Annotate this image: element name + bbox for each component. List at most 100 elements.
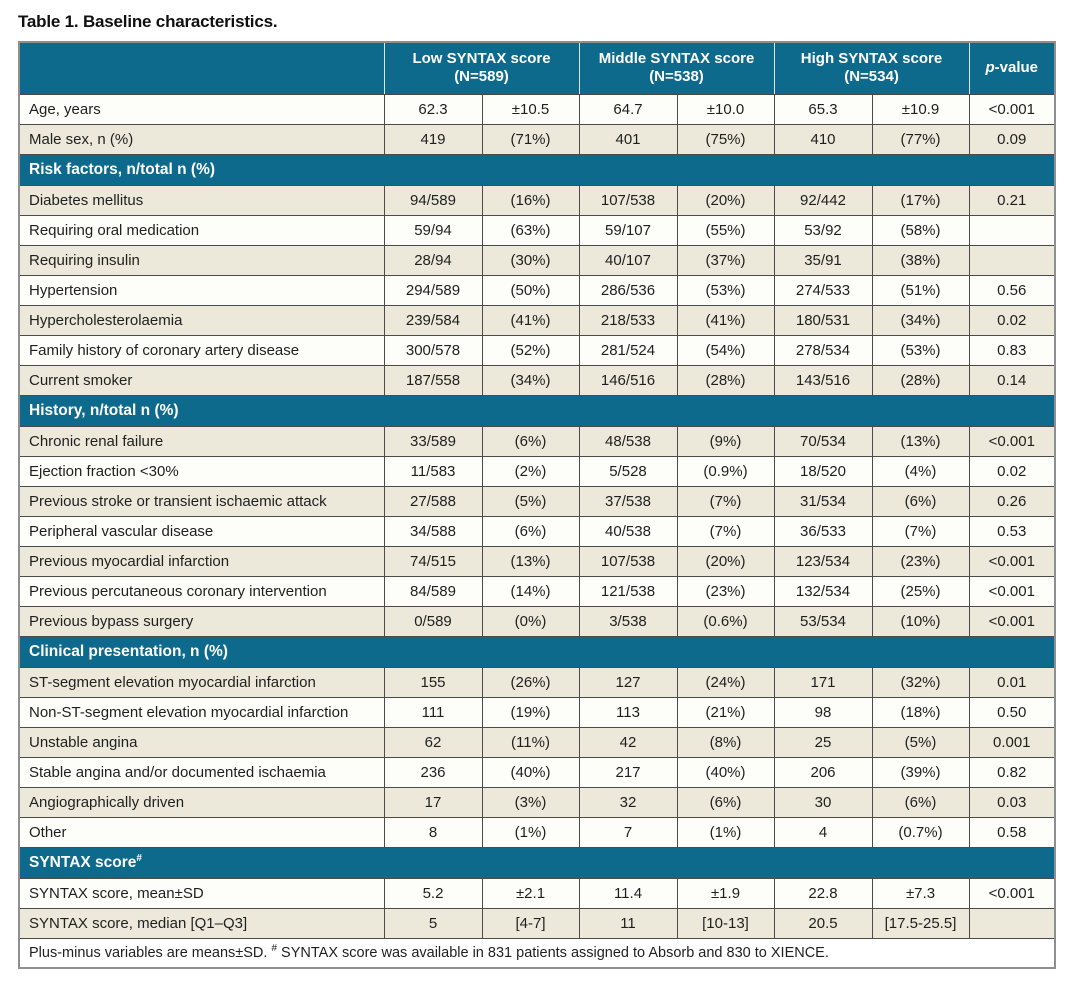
value-cell: (41%) xyxy=(676,304,775,336)
section-header-row: Risk factors, n/total n (%) xyxy=(19,153,1056,186)
baseline-characteristics-table: Low SYNTAX score (N=589) Middle SYNTAX s… xyxy=(18,41,1057,969)
table-row: Current smoker 187/558 (34%) 146/516 (28%) 14… xyxy=(18,364,1056,396)
value-cell: (41%) xyxy=(481,304,580,336)
table-row: Stable angina and/or documented ischaemi… xyxy=(18,756,1056,788)
p-value-cell xyxy=(968,244,1056,276)
value-cell: (6%) xyxy=(871,485,970,517)
value-cell: 419 xyxy=(383,123,483,155)
table-row: Diabetes mellitus 94/589 (16%) 107/538 (20%)… xyxy=(18,184,1056,216)
footnote-pre: Plus-minus variables are means±SD. xyxy=(29,944,272,961)
row-label: ST-segment elevation myocardial infarcti… xyxy=(18,666,385,698)
value-cell: (32%) xyxy=(871,666,970,698)
table-row: Requiring insulin 28/94 (30%) 40/107 (37%) 35… xyxy=(18,244,1056,276)
row-label: Other xyxy=(18,816,385,848)
value-cell: (54%) xyxy=(676,334,775,366)
value-cell: 59/94 xyxy=(383,214,483,246)
value-cell: (1%) xyxy=(481,816,580,848)
table-header: Low SYNTAX score (N=589) Middle SYNTAX s… xyxy=(19,42,1056,95)
p-value-cell: 0.82 xyxy=(968,756,1056,788)
value-cell: 143/516 xyxy=(773,364,873,396)
row-label: Requiring oral medication xyxy=(18,214,385,246)
header-high-syntax-line1: High SYNTAX score xyxy=(800,49,943,67)
value-cell: (63%) xyxy=(481,214,580,246)
row-label: Hypertension xyxy=(18,274,385,306)
value-cell: (6%) xyxy=(676,786,775,818)
value-cell: (0.7%) xyxy=(871,816,970,848)
row-label: Previous bypass surgery xyxy=(18,605,385,637)
value-cell: 32 xyxy=(578,786,678,818)
p-value-cell: 0.50 xyxy=(968,696,1056,728)
value-cell: (7%) xyxy=(676,485,775,517)
value-cell: 40/538 xyxy=(578,515,678,547)
footnote: Plus-minus variables are means±SD. # SYN… xyxy=(18,937,1056,969)
value-cell: (10%) xyxy=(871,605,970,637)
value-cell: 121/538 xyxy=(578,575,678,607)
row-label: Requiring insulin xyxy=(18,244,385,276)
value-cell: (53%) xyxy=(871,334,970,366)
value-cell: (40%) xyxy=(481,756,580,788)
table-row: SYNTAX score, median [Q1–Q3] 5 [4-7] 11 [10-… xyxy=(18,907,1056,939)
table-row: Family history of coronary artery diseas… xyxy=(18,334,1056,366)
value-cell: (6%) xyxy=(481,425,580,457)
value-cell: (55%) xyxy=(676,214,775,246)
p-value-cell: 0.09 xyxy=(968,123,1056,155)
value-cell: (19%) xyxy=(481,696,580,728)
header-middle-syntax-line1: Middle SYNTAX score xyxy=(598,49,755,67)
value-cell: 64.7 xyxy=(578,93,678,125)
p-value-cell: 0.01 xyxy=(968,666,1056,698)
value-cell: 107/538 xyxy=(578,545,678,577)
value-cell: 111 xyxy=(383,696,483,728)
value-cell: (5%) xyxy=(871,726,970,758)
value-cell: 84/589 xyxy=(383,575,483,607)
value-cell: (6%) xyxy=(481,515,580,547)
value-cell: 33/589 xyxy=(383,425,483,457)
value-cell: (20%) xyxy=(676,545,775,577)
p-value-cell: 0.58 xyxy=(968,816,1056,848)
table-row: ST-segment elevation myocardial infarcti… xyxy=(18,666,1056,698)
value-cell: ±1.9 xyxy=(676,877,775,909)
p-value-cell: <0.001 xyxy=(968,545,1056,577)
table-row: Male sex, n (%) 419 (71%) 401 (75%) 410 (77%) 0… xyxy=(18,123,1056,155)
value-cell: 187/558 xyxy=(383,364,483,396)
table-row: Chronic renal failure 33/589 (6%) 48/538 (9%… xyxy=(18,425,1056,457)
value-cell: (50%) xyxy=(481,274,580,306)
table-row: Age, years 62.3 ±10.5 64.7 ±10.0 65.3 ±10.9 <0.… xyxy=(18,93,1056,125)
value-cell: (37%) xyxy=(676,244,775,276)
p-value-cell xyxy=(968,214,1056,246)
value-cell: ±2.1 xyxy=(481,877,580,909)
value-cell: 281/524 xyxy=(578,334,678,366)
row-label: Current smoker xyxy=(18,364,385,396)
row-label: Male sex, n (%) xyxy=(18,123,385,155)
header-middle-syntax: Middle SYNTAX score (N=538) xyxy=(578,42,774,95)
value-cell: (38%) xyxy=(871,244,970,276)
value-cell: (26%) xyxy=(481,666,580,698)
table-title: Table 1. Baseline characteristics. xyxy=(18,12,278,31)
value-cell: (25%) xyxy=(871,575,970,607)
value-cell: 410 xyxy=(773,123,873,155)
p-value-cell: 0.02 xyxy=(968,455,1056,487)
row-label: Previous myocardial infarction xyxy=(18,545,385,577)
row-label: Age, years xyxy=(18,93,385,125)
value-cell: 278/534 xyxy=(773,334,873,366)
header-p-value: p-value xyxy=(968,42,1056,95)
table-row: Previous bypass surgery 0/589 (0%) 3/538 (0.… xyxy=(18,605,1056,637)
value-cell: (5%) xyxy=(481,485,580,517)
row-label: Non-ST-segment elevation myocardial infa… xyxy=(18,696,385,728)
value-cell: 31/534 xyxy=(773,485,873,517)
value-cell: 300/578 xyxy=(383,334,483,366)
row-label: Angiographically driven xyxy=(18,786,385,818)
section-header-row: SYNTAX score# xyxy=(19,846,1056,879)
section-header-label: Risk factors, n/total n (%) xyxy=(19,153,1056,186)
header-low-syntax: Low SYNTAX score (N=589) xyxy=(383,42,579,95)
value-cell: (77%) xyxy=(871,123,970,155)
value-cell: 20.5 xyxy=(773,907,873,939)
value-cell: (75%) xyxy=(676,123,775,155)
row-label: Family history of coronary artery diseas… xyxy=(18,334,385,366)
table-row: Peripheral vascular disease 34/588 (6%) 40/… xyxy=(18,515,1056,547)
value-cell: (4%) xyxy=(871,455,970,487)
p-value-cell: <0.001 xyxy=(968,605,1056,637)
table-row: Hypertension 294/589 (50%) 286/536 (53%) 274/… xyxy=(18,274,1056,306)
p-value-cell: <0.001 xyxy=(968,93,1056,125)
value-cell: 59/107 xyxy=(578,214,678,246)
row-label: Peripheral vascular disease xyxy=(18,515,385,547)
